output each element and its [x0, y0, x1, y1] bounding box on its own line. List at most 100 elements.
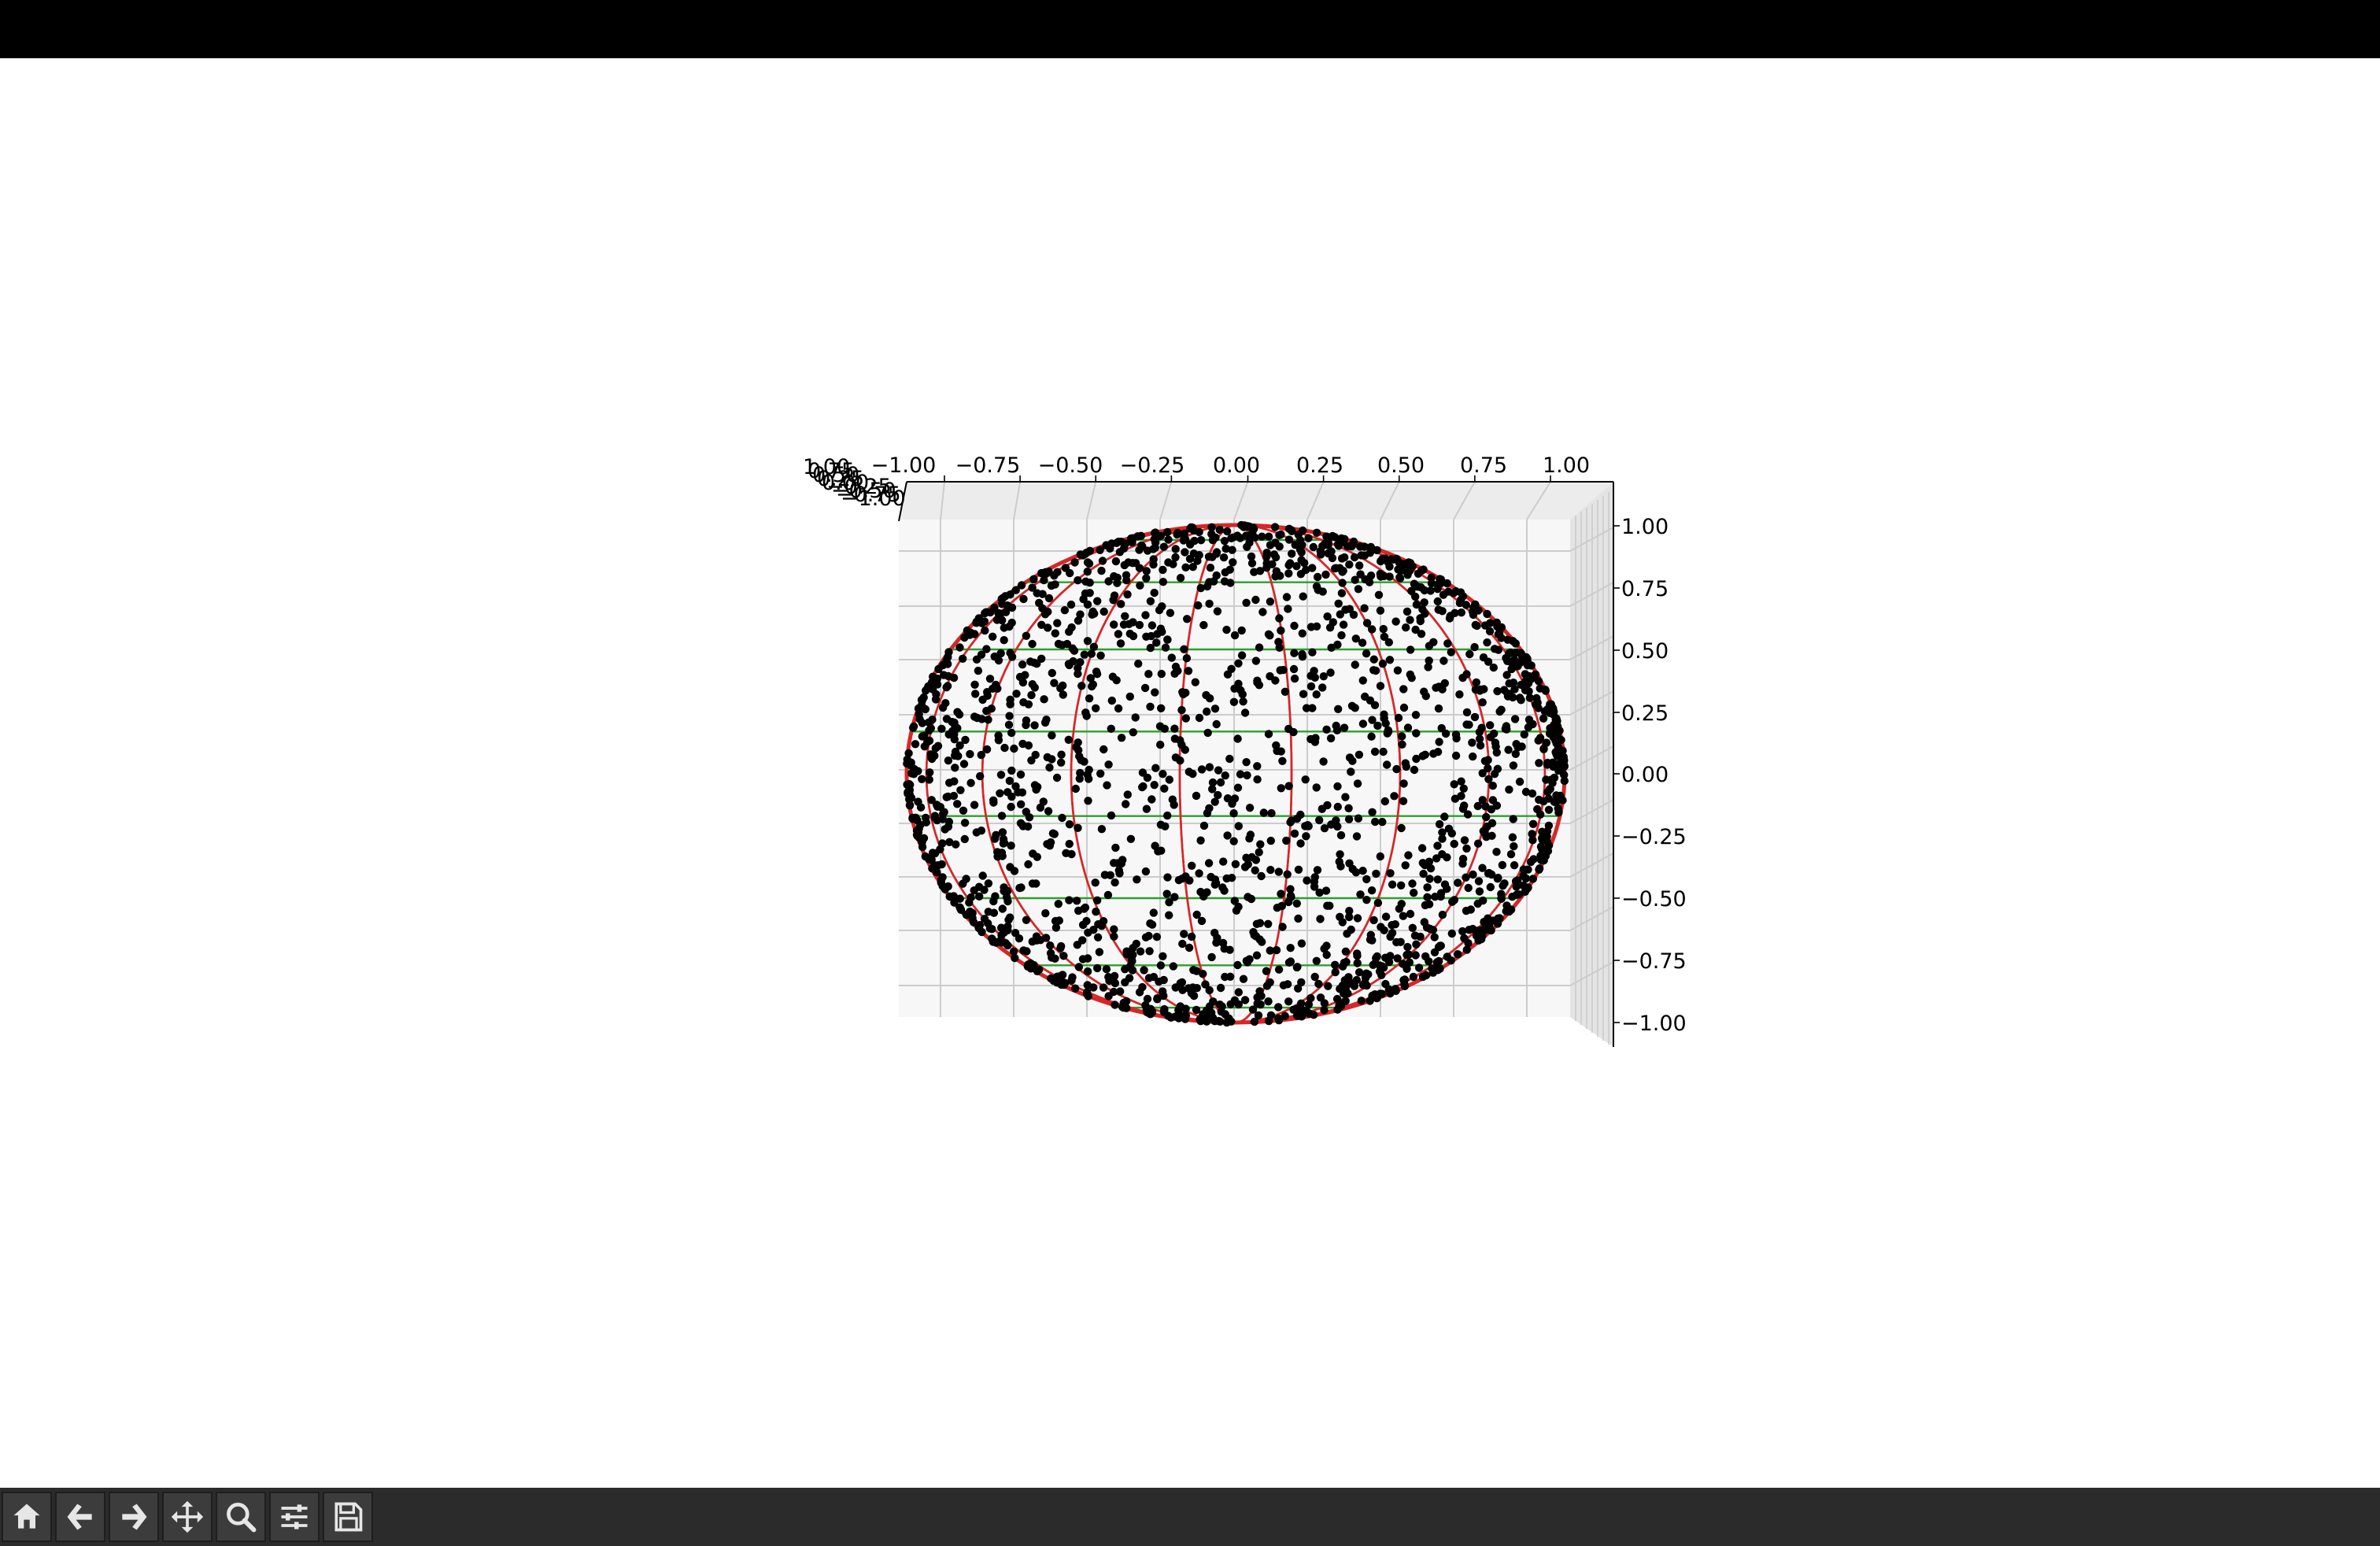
scatter-point [1493, 919, 1502, 928]
scatter-point [1548, 779, 1557, 787]
scatter-point [1141, 1000, 1150, 1010]
pan-button[interactable] [162, 1492, 213, 1542]
scatter-point [1104, 577, 1113, 586]
scatter-point [1429, 638, 1438, 646]
scatter-point [1511, 749, 1521, 758]
home-button[interactable] [2, 1492, 52, 1542]
scatter-point [1196, 887, 1205, 897]
scatter-point [1322, 941, 1331, 950]
scatter-point [1551, 715, 1560, 724]
scatter-point [962, 875, 970, 883]
scatter-point [1252, 951, 1262, 960]
scatter-point [1028, 639, 1037, 649]
scatter-point [1192, 791, 1201, 801]
scatter-point [1492, 618, 1502, 627]
grid-line-x-top [1086, 481, 1097, 520]
scatter-point [1383, 760, 1391, 769]
save-button[interactable] [323, 1492, 373, 1542]
scatter-point [1306, 682, 1316, 691]
scatter-point [1315, 816, 1324, 825]
scatter-point [1221, 771, 1230, 780]
scatter-point [1521, 686, 1530, 694]
zoom-button[interactable] [216, 1492, 266, 1542]
scatter-point [1353, 779, 1362, 788]
scatter-point [1042, 716, 1051, 724]
scatter-point [1129, 631, 1138, 641]
scatter-point [1362, 619, 1372, 627]
scatter-point [1178, 688, 1187, 697]
scatter-point [1357, 551, 1366, 560]
scatter-point [1129, 944, 1137, 952]
plot-3d-axes[interactable]: −1.00 −0.75 −0.50 −0.25 0.00 0.25 0.50 0.75 1.00… [0, 58, 2380, 1488]
scatter-point [1336, 830, 1346, 840]
scatter-point [1491, 742, 1500, 751]
scatter-point [1505, 649, 1513, 658]
scatter-point [1057, 758, 1066, 767]
scatter-point [907, 793, 916, 802]
scatter-point [934, 664, 943, 674]
scatter-point [1142, 567, 1151, 575]
scatter-point [1341, 793, 1350, 801]
scatter-point [970, 801, 979, 809]
scatter-point [950, 777, 959, 786]
scatter-point [1372, 869, 1380, 878]
scatter-point [1404, 851, 1413, 860]
scatter-point [1162, 890, 1171, 898]
scatter-point [1368, 808, 1377, 816]
scatter-point [905, 801, 915, 809]
scatter-point [1028, 583, 1037, 592]
scatter-point [1142, 574, 1151, 583]
scatter-point [1362, 649, 1371, 658]
scatter-point [917, 695, 926, 705]
scatter-point [1410, 889, 1418, 897]
scatter-point [960, 819, 970, 827]
scatter-point [1110, 925, 1118, 934]
scatter-point [1171, 983, 1180, 992]
scatter-point [1144, 931, 1153, 941]
scatter-point [1053, 619, 1062, 627]
scatter-point [1380, 926, 1388, 935]
scatter-point [998, 828, 1007, 837]
scatter-point [1315, 888, 1324, 897]
scatter-point [1178, 986, 1187, 995]
scatter-point [1443, 579, 1451, 588]
figure-canvas[interactable]: −1.00 −0.75 −0.50 −0.25 0.00 0.25 0.50 0.75 1.00… [0, 58, 2380, 1488]
scatter-point [1012, 690, 1021, 698]
scatter-point [1239, 975, 1248, 983]
scatter-point [987, 705, 996, 713]
scatter-point [1410, 931, 1420, 940]
configure-subplots-button[interactable] [269, 1492, 320, 1542]
scatter-point [1326, 668, 1335, 677]
scatter-point [1469, 603, 1478, 612]
scatter-point [1022, 947, 1031, 956]
scatter-point [1259, 808, 1269, 817]
scatter-point [1149, 972, 1159, 982]
forward-button[interactable] [109, 1492, 159, 1542]
scatter-point [939, 671, 948, 679]
scatter-point [1401, 861, 1410, 870]
scatter-point [1085, 559, 1094, 568]
back-button[interactable] [55, 1492, 105, 1542]
scatter-point [982, 745, 992, 754]
scatter-point [1552, 739, 1561, 748]
scatter-point [1534, 704, 1543, 712]
scatter-point [1440, 812, 1449, 821]
scatter-point [925, 736, 934, 745]
scatter-point [1333, 1005, 1342, 1014]
scatter-point [1492, 848, 1501, 856]
scatter-point [1555, 760, 1564, 768]
scatter-point [1398, 566, 1406, 575]
scatter-point [1310, 738, 1320, 746]
scatter-point [1423, 893, 1432, 902]
scatter-point [1077, 682, 1086, 690]
scatter-point [1171, 662, 1181, 671]
scatter-point [1028, 680, 1037, 689]
scatter-point [1148, 920, 1157, 929]
scatter-point [1247, 894, 1256, 904]
pane-top [899, 482, 1613, 520]
scatter-point [1370, 747, 1380, 756]
scatter-point [1011, 953, 1019, 963]
scatter-point [1097, 566, 1106, 575]
scatter-point [1167, 653, 1177, 662]
scatter-point [1352, 832, 1362, 841]
